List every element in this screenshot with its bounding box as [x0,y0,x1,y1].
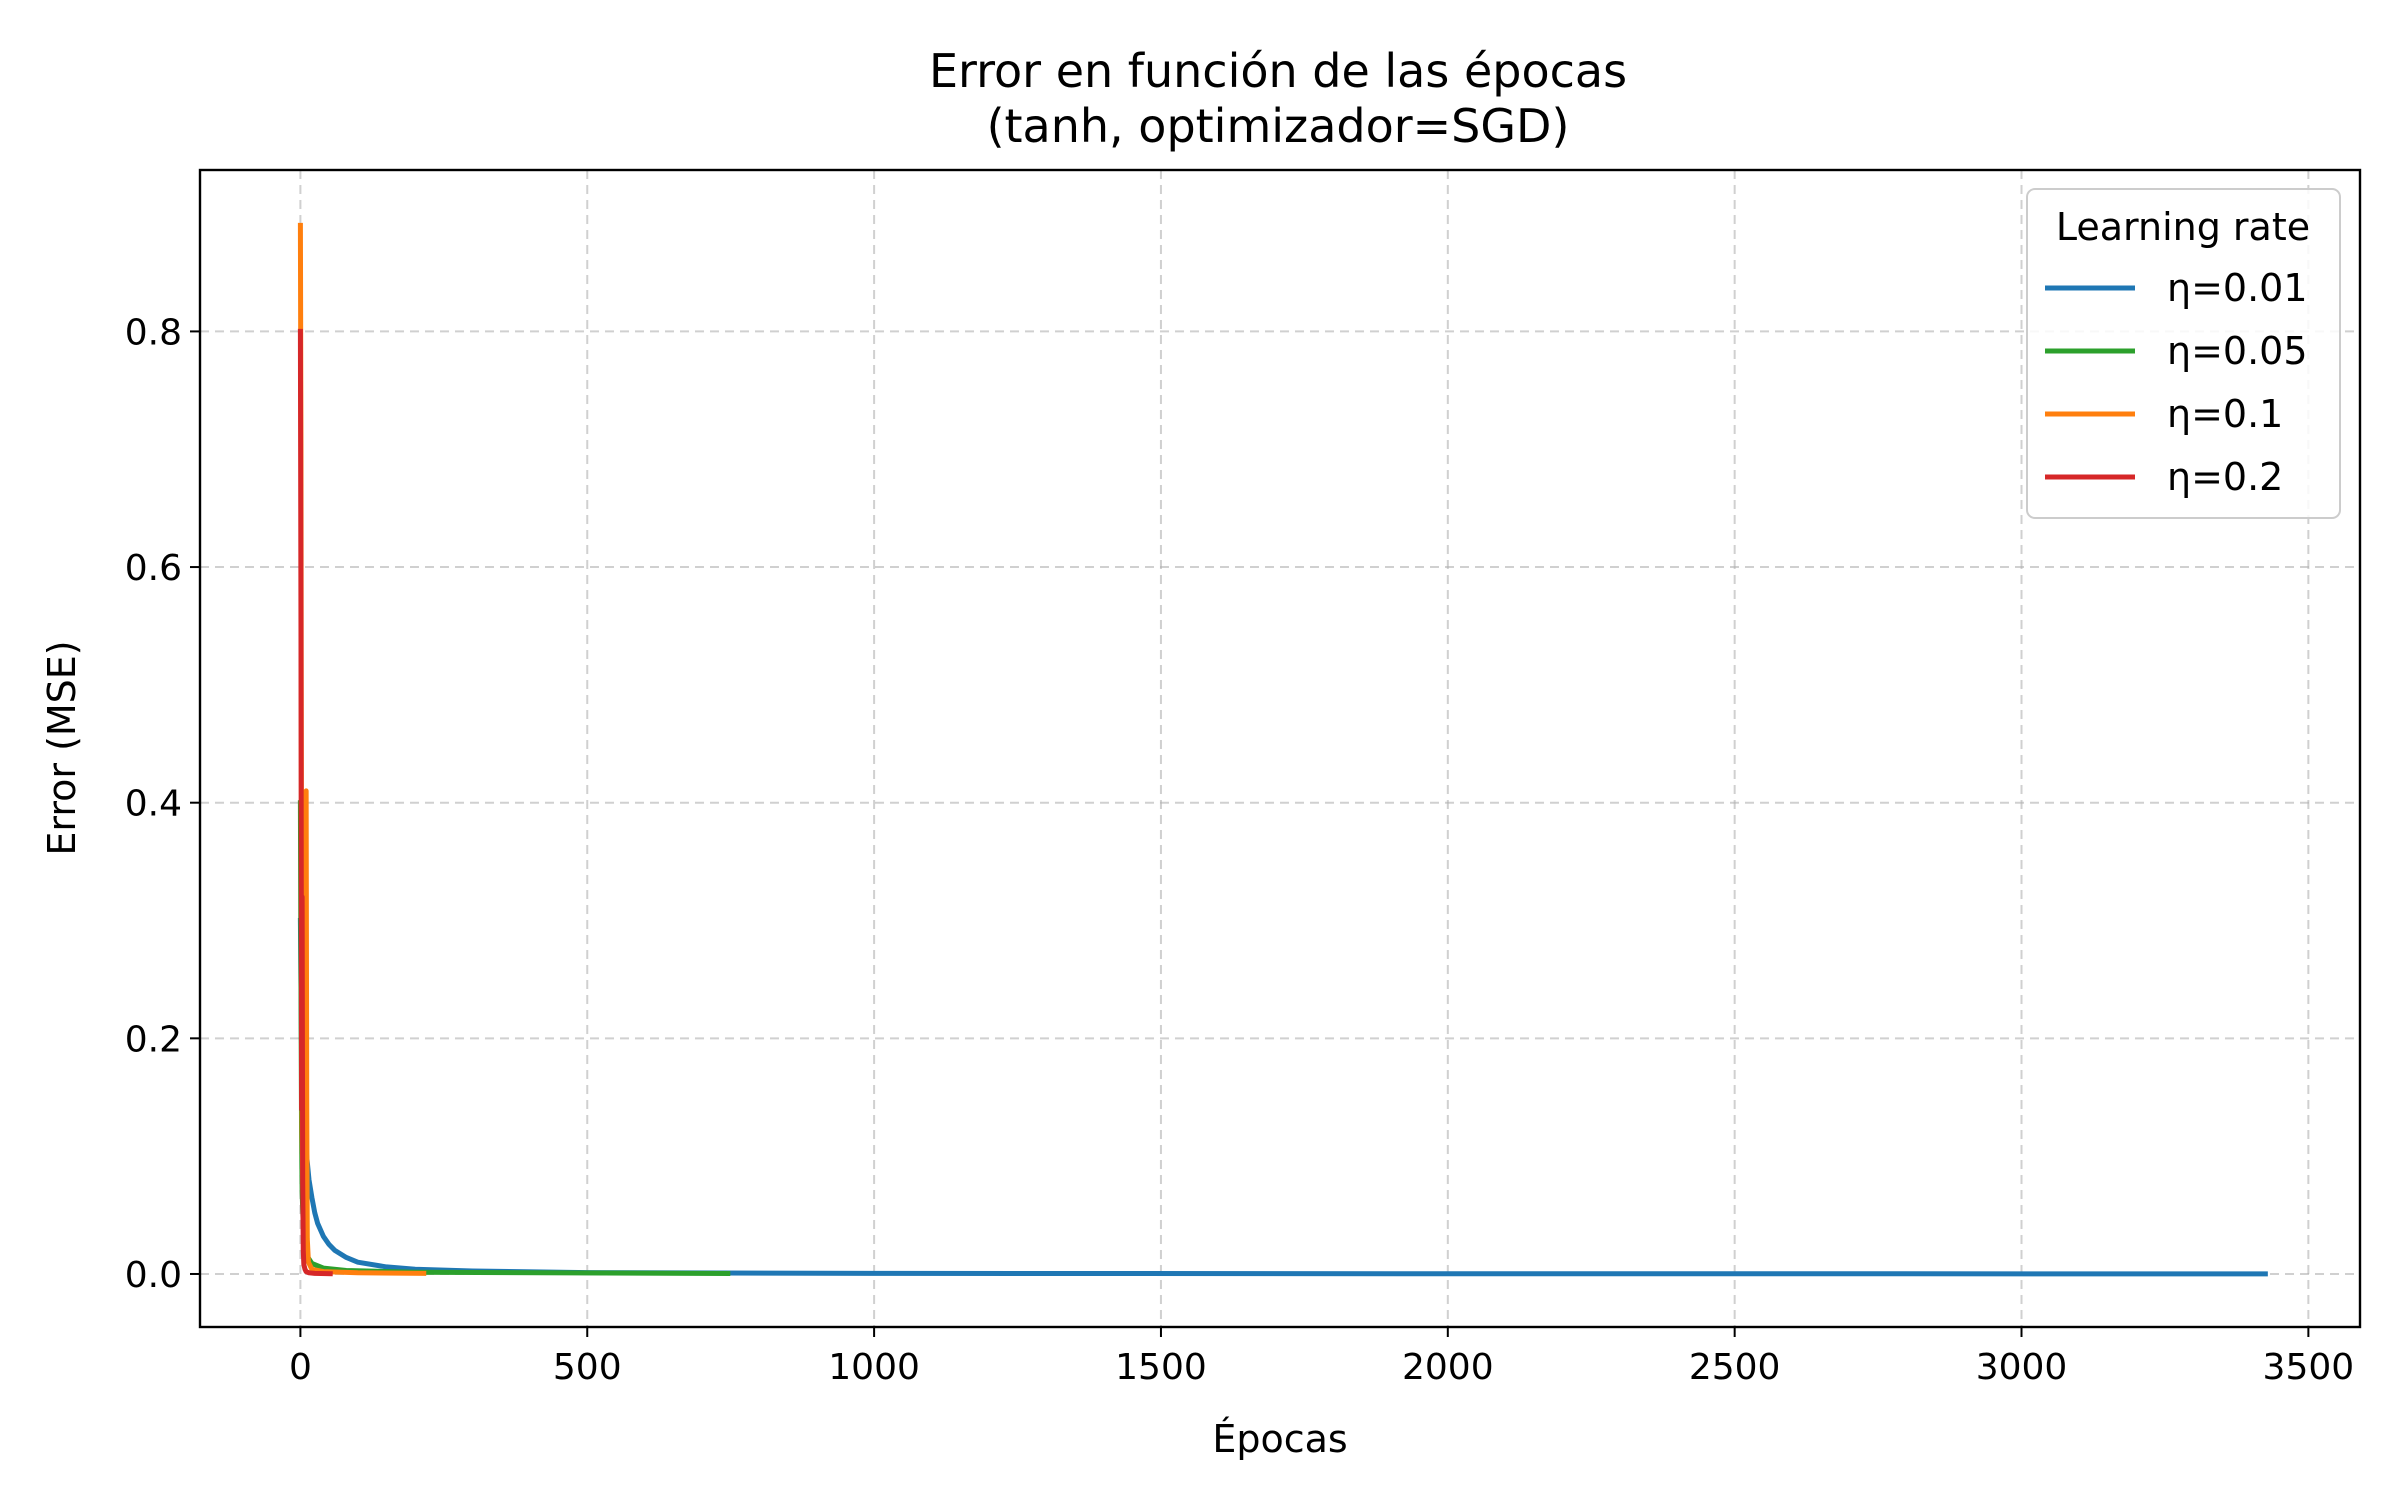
x-tick-label: 0 [289,1347,312,1388]
axis-ticks: 0 500 1000 1500 2000 2500 3000 3500 0.0 0.2 0.4 0.6… [125,312,2354,1388]
legend-box [2026,188,2341,519]
x-tick-label: 3000 [1976,1347,2068,1388]
legend: Learning rate η=0.01 η=0.05 η=0.1 η=0.2 [2026,188,2341,519]
x-tick-label: 3500 [2263,1347,2355,1388]
chart-title-line-2: (tanh, optimizador=SGD) [987,99,1570,153]
y-tick-label: 0.6 [125,548,182,589]
plot-area-frame [198,168,2362,1329]
x-tick-label: 2000 [1402,1347,1494,1388]
grid [200,170,2360,1327]
x-tick-label: 2500 [1689,1347,1781,1388]
y-tick-label: 0.2 [125,1019,182,1060]
y-axis-label: Error (MSE) [40,640,84,855]
legend-label-3: η=0.1 [2167,392,2283,436]
x-tick-label: 1000 [828,1347,920,1388]
y-tick-label: 0.4 [125,784,182,825]
series-group [297,222,2268,1277]
x-tick-label: 500 [553,1347,622,1388]
legend-title: Learning rate [2056,205,2310,249]
x-axis-label: Épocas [1212,1417,1347,1461]
y-tick-label: 0.8 [125,312,182,353]
legend-label-4: η=0.2 [2167,455,2283,499]
y-tick-label: 0.0 [125,1255,182,1296]
legend-label-2: η=0.05 [2167,329,2308,373]
legend-label-1: η=0.01 [2167,266,2308,310]
series-line-4 [297,328,333,1277]
chart-title-line-1: Error en función de las épocas [929,44,1627,98]
x-tick-label: 1500 [1115,1347,1207,1388]
